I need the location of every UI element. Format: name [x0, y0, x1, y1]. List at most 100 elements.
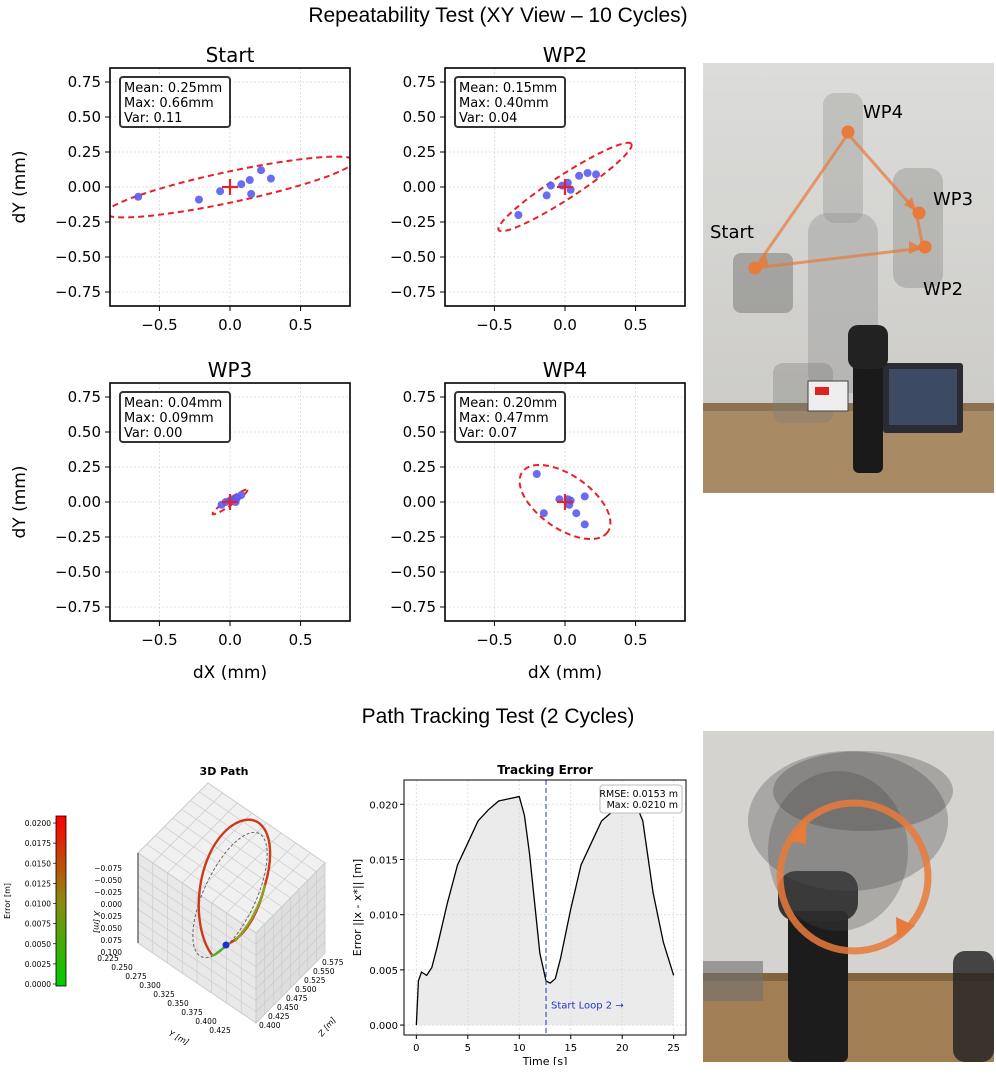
photo-label-wp4: WP4	[863, 102, 903, 123]
z-axis-label: Z [m]	[316, 1016, 338, 1039]
robot-path-photo	[703, 731, 994, 1062]
colorbar-tick-label: 0.0050	[25, 940, 51, 949]
x-tick-label: −0.5	[476, 316, 512, 334]
y-tick-label: 0.300	[139, 981, 161, 990]
y-tick-label: 0.75	[403, 73, 436, 91]
y-tick-label: 0.00	[403, 178, 436, 196]
y-tick-label: −0.75	[390, 598, 436, 616]
y-tick-label: 0.005	[369, 966, 398, 977]
path-tracking-title: Path Tracking Test (2 Cycles)	[361, 705, 635, 728]
x-tick-label: 0.050	[101, 924, 123, 933]
x-tick-label: 25	[667, 1043, 680, 1054]
confidence-ellipse	[497, 141, 633, 233]
subplot-title: Start	[206, 43, 255, 67]
y-tick-label: 0.25	[403, 458, 436, 476]
x-tick-label: 15	[564, 1043, 577, 1054]
grid-line	[137, 897, 257, 979]
y-tick-label: −0.25	[55, 213, 101, 231]
y-tick-label: 0.350	[167, 999, 189, 1008]
stats-box	[454, 76, 566, 128]
data-point	[257, 166, 266, 175]
y-tick-label: −0.25	[390, 213, 436, 231]
y-tick-label: 0.00	[403, 493, 436, 511]
y-tick-label: 0.275	[125, 972, 147, 981]
wp3-waypoint-marker	[912, 206, 926, 220]
plot-title: Tracking Error	[497, 763, 593, 777]
z-tick-label: 0.450	[277, 1003, 299, 1012]
subplot-title: WP4	[543, 358, 588, 382]
stats-line: Var: 0.04	[459, 111, 517, 126]
y-tick-label: 0.015	[369, 855, 398, 866]
confidence-ellipse	[518, 463, 612, 541]
grid-line	[255, 930, 326, 1001]
stats-line: Var: 0.11	[124, 111, 182, 126]
data-point	[583, 169, 592, 177]
y-tick-label: −0.25	[55, 528, 101, 546]
y-tick-label: 0.325	[153, 990, 175, 999]
colorbar-tick-label: 0.0025	[25, 960, 51, 969]
stats-box	[119, 391, 231, 443]
error-colorbar: 0.0200 0.0175 0.0150 0.0125 0.0100 0.0075 0.00…	[3, 815, 67, 989]
colorbar-tick-label: 0.0125	[25, 879, 51, 888]
stats-box	[454, 391, 566, 443]
stats-line: Mean: 0.20mm	[459, 396, 557, 411]
y-tick-label: 0.75	[68, 73, 101, 91]
y-tick-label: 0.250	[111, 963, 133, 972]
3d-path-plot: 3D Path −0.075 −0.050 −0.025 0.000 0.025 0.050…	[92, 765, 344, 1047]
stats-line: Mean: 0.15mm	[459, 81, 557, 96]
y-tick-label: 0.25	[68, 458, 101, 476]
y-axis-label: dY (mm)	[10, 466, 30, 539]
colorbar-tick-label: 0.0175	[25, 839, 51, 848]
y-tick-label: 0.400	[195, 1017, 217, 1026]
grid-line	[181, 809, 300, 890]
y-tick-label: 0.375	[181, 1008, 203, 1017]
data-point	[592, 170, 601, 179]
grid-line	[226, 842, 296, 914]
data-point	[237, 491, 246, 499]
x-axis-label: dX (mm)	[193, 663, 267, 683]
colorbar-tick-label: 0.0100	[25, 900, 51, 909]
data-point	[216, 187, 225, 196]
x-tick-label: 0.025	[101, 912, 123, 921]
grid-line	[241, 852, 311, 924]
x-tick-label: 0.0	[218, 631, 242, 649]
wp2-waypoint-marker	[918, 240, 932, 254]
x-tick-label: −0.5	[141, 316, 177, 334]
y-tick-label: 0.50	[403, 108, 436, 126]
grid-line	[199, 791, 317, 872]
stats-line: Max: 0.66mm	[124, 96, 214, 111]
photo-label-wp3: WP3	[933, 189, 973, 210]
wp4-waypoint-marker	[841, 125, 855, 139]
data-point	[532, 470, 541, 478]
y-tick-label: 0.010	[369, 911, 398, 922]
y-tick-label: 0.425	[209, 1026, 231, 1035]
data-point	[566, 496, 575, 505]
z-tick-label: 0.425	[268, 1012, 290, 1021]
stats-line: RMSE: 0.0153 m	[599, 789, 678, 800]
stats-line: Max: 0.40mm	[459, 96, 549, 111]
data-point	[539, 509, 548, 518]
data-point	[266, 174, 275, 183]
y-tick-label: 0.00	[68, 493, 101, 511]
tracked-path-mid-error	[234, 884, 267, 942]
data-point	[546, 181, 555, 190]
x-tick-label: 0.5	[624, 316, 648, 334]
stats-box	[119, 76, 231, 128]
x-tick-label: 20	[616, 1043, 629, 1054]
y-tick-label: 0.25	[403, 143, 436, 161]
y-tick-label: 0.75	[68, 388, 101, 406]
y-tick-label: 0.50	[403, 423, 436, 441]
x-tick-label: 0.000	[101, 900, 123, 909]
grid-line	[137, 931, 257, 1012]
scatter-plot-start: Start 0.75 0.50 0.25 0.00 −0.25 −0.50 −0.75 −0.5…	[10, 43, 351, 334]
x-axis-label: dX (mm)	[528, 663, 602, 683]
y-tick-label: −0.25	[390, 528, 436, 546]
stats-line: Max: 0.47mm	[459, 411, 549, 426]
grid-line	[255, 907, 326, 979]
tracking-error-plot: Start Loop 2 → Tracking Error 0 5 10 15 20 25 0.…	[351, 763, 687, 1065]
y-tick-label: 0.000	[369, 1021, 398, 1032]
x-axis-label: Time [s]	[522, 1055, 568, 1065]
y-tick-label: −0.50	[55, 563, 101, 581]
repeatability-title: Repeatability Test (XY View – 10 Cycles)	[308, 4, 688, 27]
data-point	[572, 509, 581, 518]
